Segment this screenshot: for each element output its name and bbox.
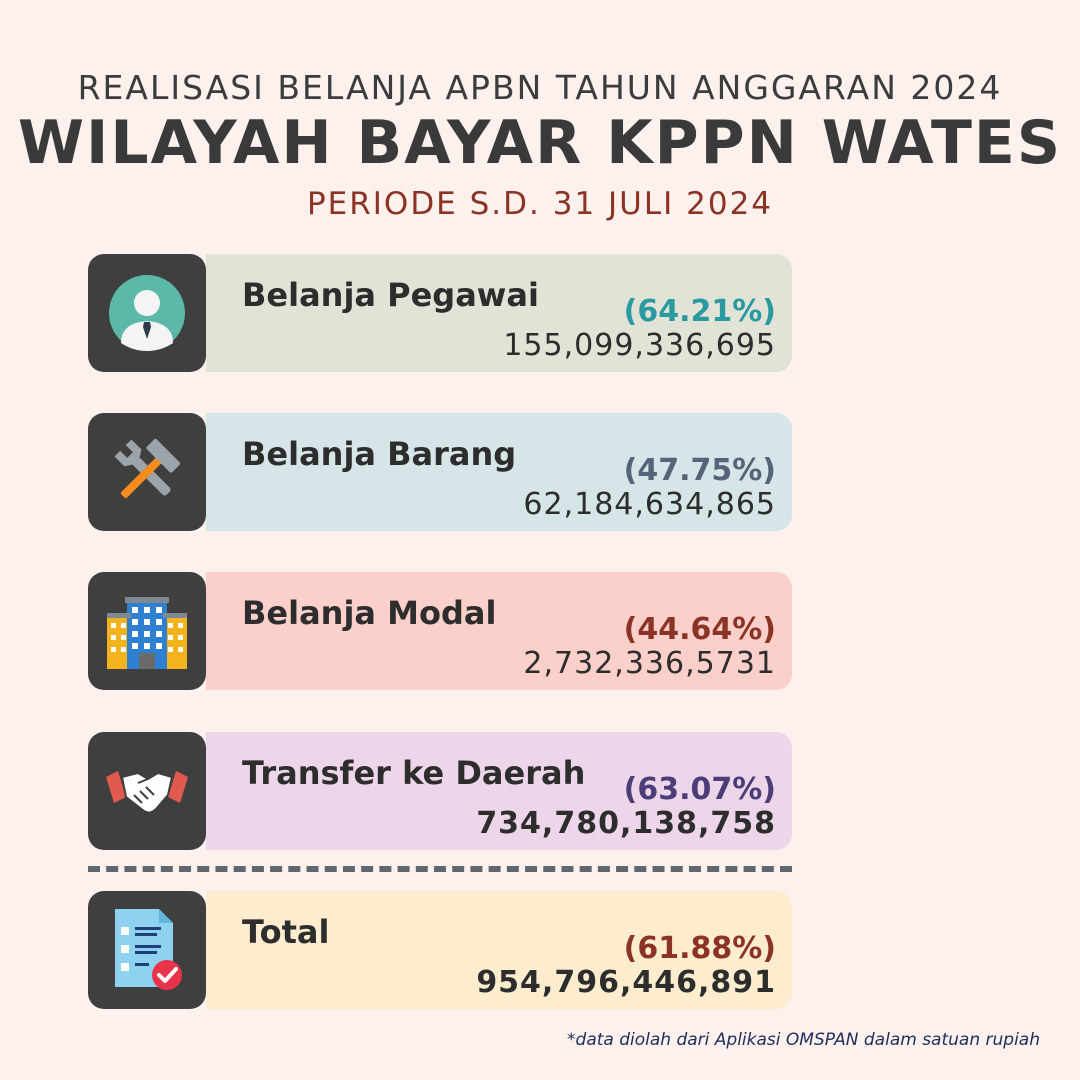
- period-subtitle: PERIODE S.D. 31 JULI 2024: [306, 186, 774, 222]
- item-percent: (64.21%): [623, 294, 776, 329]
- card: Total (61.88%) 954,796,446,891: [206, 891, 792, 1009]
- row-belanja-pegawai: Belanja Pegawai (64.21%) 155,099,336,695: [88, 254, 792, 372]
- supertitle: REALISASI BELANJA APBN TAHUN ANGGARAN 20…: [77, 68, 1003, 107]
- icon-tile: [88, 254, 206, 372]
- item-value: 734,780,138,758: [476, 806, 776, 841]
- item-percent: (47.75%): [623, 453, 776, 488]
- footnote: *data diolah dari Aplikasi OMSPAN dalam …: [567, 1030, 1040, 1050]
- total-label: Total: [242, 913, 330, 951]
- total-percent: (61.88%): [623, 931, 776, 966]
- building-icon: [107, 597, 187, 669]
- card: Belanja Pegawai (64.21%) 155,099,336,695: [206, 254, 792, 372]
- item-label: Belanja Pegawai: [242, 276, 539, 314]
- item-value: 155,099,336,695: [503, 328, 776, 363]
- checklist-icon: [115, 909, 182, 990]
- item-label: Belanja Barang: [242, 435, 517, 473]
- item-value: 62,184,634,865: [523, 487, 776, 522]
- icon-tile: [88, 891, 206, 1009]
- row-total: Total (61.88%) 954,796,446,891: [88, 891, 792, 1009]
- row-transfer-ke-daerah: Transfer ke Daerah (63.07%) 734,780,138,…: [88, 732, 792, 850]
- tools-icon: [114, 438, 181, 499]
- item-label: Transfer ke Daerah: [242, 754, 586, 792]
- card: Belanja Modal (44.64%) 2,732,336,5731: [206, 572, 792, 690]
- page-title: WILAYAH BAYAR KPPN WATES: [17, 108, 1063, 178]
- icon-tile: [88, 572, 206, 690]
- item-value: 2,732,336,5731: [523, 646, 776, 681]
- handshake-icon: [106, 771, 188, 814]
- icon-tile: [88, 732, 206, 850]
- row-belanja-barang: Belanja Barang (47.75%) 62,184,634,865: [88, 413, 792, 531]
- card: Belanja Barang (47.75%) 62,184,634,865: [206, 413, 792, 531]
- employee-icon: [109, 275, 185, 351]
- total-value: 954,796,446,891: [476, 965, 776, 1000]
- card: Transfer ke Daerah (63.07%) 734,780,138,…: [206, 732, 792, 850]
- icon-tile: [88, 413, 206, 531]
- dashed-divider: [88, 866, 792, 872]
- item-label: Belanja Modal: [242, 594, 497, 632]
- item-percent: (63.07%): [623, 772, 776, 807]
- item-percent: (44.64%): [623, 612, 776, 647]
- row-belanja-modal: Belanja Modal (44.64%) 2,732,336,5731: [88, 572, 792, 690]
